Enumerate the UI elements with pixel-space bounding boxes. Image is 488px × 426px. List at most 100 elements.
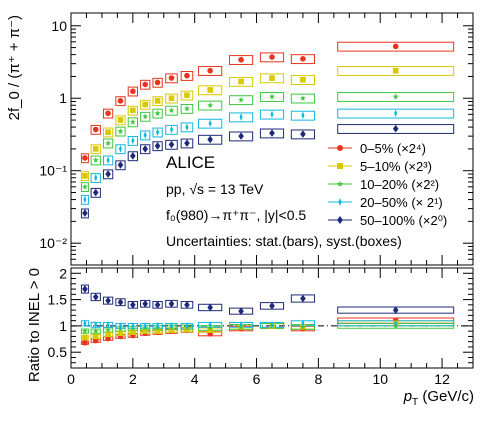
top-syst-box-s1-b5 (140, 99, 151, 110)
top-syst-box-s1-b9 (198, 85, 223, 96)
top-point-s4-b2 (105, 170, 111, 178)
top-point-s0-b3 (117, 98, 124, 104)
top-y-tick-label: 10⁻¹ (39, 163, 67, 179)
bottom-point-s4-b3 (117, 298, 124, 307)
top-point-s1-b9 (207, 87, 213, 93)
top-y-ticks: 10⁻² 10⁻¹ 1 10 (39, 18, 473, 266)
top-syst-box-s4-b10 (228, 131, 254, 142)
top-syst-box-s2-b9 (198, 100, 223, 111)
top-point-s3-b5 (143, 131, 147, 139)
top-point-s3-b6 (156, 128, 160, 136)
bottom-point-s3-b6 (156, 322, 160, 330)
bottom-point-s1-b2 (105, 331, 111, 338)
top-syst-box-s4-b0 (80, 208, 89, 219)
top-syst-box-s4-b9 (198, 134, 223, 145)
top-point-s4-b3 (117, 161, 124, 169)
top-x-ticks (70, 13, 474, 265)
bottom-y-tick-label: 1.5 (48, 292, 68, 308)
top-syst-box-s0-b10 (228, 55, 254, 65)
top-syst-box-s4-b8 (180, 138, 194, 149)
bottom-y-tick-label: 2 (59, 265, 67, 281)
top-point-s1-b10 (238, 78, 244, 85)
legend-marker-s4 (337, 216, 343, 224)
top-point-s2-b13 (392, 93, 399, 100)
top-point-s3-b3 (118, 145, 123, 153)
bottom-point-s1-b0 (82, 334, 88, 341)
top-point-s1-b2 (105, 129, 111, 135)
top-syst-box-s2-b8 (180, 103, 194, 114)
top-point-s4-b8 (184, 139, 190, 147)
top-point-s0-b13 (392, 43, 399, 50)
top-panel: 10⁻² 10⁻¹ 1 10 2f_0 / (π⁺ + π⁻) (6, 12, 474, 266)
top-syst-box-s0-b3 (115, 96, 126, 107)
top-point-s4-b9 (207, 135, 213, 144)
x-tick-label: 8 (314, 371, 322, 387)
top-y-axis-label: 2f_0 / (π⁺ + π⁻) (6, 15, 23, 120)
bottom-point-s1-b5 (142, 328, 149, 334)
top-point-s2-b10 (237, 96, 245, 103)
bottom-point-s4-b2 (105, 296, 111, 305)
bottom-point-s4-b10 (238, 307, 244, 315)
top-syst-box-s4-b13 (337, 124, 455, 134)
bottom-y-axis-label: Ratio to INEL > 0 (26, 268, 43, 382)
top-point-s3-b1 (94, 173, 98, 182)
top-point-s2-b11 (268, 93, 276, 100)
top-syst-box-s2-b3 (115, 126, 126, 137)
top-point-s4-b1 (92, 188, 99, 197)
top-point-s3-b8 (185, 123, 189, 131)
top-syst-box-s1-b13 (337, 66, 455, 76)
top-point-s4-b0 (82, 209, 88, 217)
bottom-point-s0-b1 (92, 337, 99, 344)
top-point-s0-b0 (82, 155, 88, 161)
top-syst-box-s2-b6 (152, 108, 163, 119)
bottom-point-s4-b0 (82, 285, 88, 293)
top-syst-box-s1-b4 (127, 105, 138, 116)
bottom-point-s3-b3 (118, 322, 123, 330)
top-syst-box-s4-b5 (140, 144, 151, 155)
top-point-s0-b8 (184, 72, 190, 79)
top-syst-box-s1-b7 (165, 93, 178, 104)
top-syst-box-s3-b8 (180, 122, 194, 133)
bottom-point-s4-b12 (300, 294, 306, 303)
top-syst-box-s1-b10 (228, 76, 254, 87)
top-syst-box-s2-b1 (90, 155, 101, 166)
top-syst-box-s0-b8 (180, 71, 194, 81)
system-label: pp, √s = 13 TeV (166, 181, 264, 197)
top-point-s1-b0 (82, 173, 88, 179)
bottom-panel: 0.5 1 1.5 2 0 2 4 6 8 10 12 Ratio to INEL > 0 pT … (26, 265, 474, 408)
top-point-s2-b0 (81, 183, 89, 190)
top-point-s1-b5 (142, 101, 149, 108)
bottom-point-s3-b4 (131, 322, 135, 330)
bottom-point-s1-b4 (130, 329, 136, 336)
top-syst-box-s0-b7 (165, 73, 178, 84)
top-point-s3-b9 (208, 119, 212, 128)
top-syst-box-s3-b13 (337, 108, 455, 119)
top-point-s0-b7 (168, 75, 175, 81)
x-tick-label: 0 (67, 371, 75, 387)
top-syst-box-s3-b4 (127, 136, 138, 146)
x-tick-label: 10 (372, 371, 388, 387)
legend-marker-s2 (336, 180, 344, 187)
legend-entry-s2: 10–20% (×2²) (360, 177, 439, 192)
top-syst-box-s3-b3 (115, 144, 126, 155)
top-syst-box-s4-b11 (259, 128, 285, 139)
top-point-s3-b12 (301, 111, 305, 120)
bottom-point-s3-b1 (94, 321, 98, 329)
top-syst-box-s4-b2 (102, 169, 114, 180)
top-y-tick-label: 10 (51, 18, 67, 34)
decay-label: f₀(980)→π⁺π⁻, |y|<0.5 (166, 207, 306, 223)
top-point-s4-b4 (130, 152, 136, 160)
top-syst-box-s1-b1 (90, 144, 101, 155)
top-syst-box-s0-b12 (290, 54, 316, 65)
top-point-s1-b3 (117, 117, 124, 123)
legend-marker-s1 (337, 163, 343, 169)
bottom-y-tick-label: 0.5 (48, 344, 68, 360)
top-point-s4-b7 (168, 140, 175, 149)
top-syst-box-s1-b0 (80, 171, 89, 182)
top-syst-box-s3-b12 (290, 110, 316, 121)
top-point-s4-b12 (300, 130, 306, 138)
bottom-point-s3-b9 (208, 321, 212, 329)
top-syst-box-s2-b4 (127, 117, 138, 128)
top-syst-box-s4-b3 (115, 160, 126, 171)
top-point-s1-b13 (392, 67, 399, 74)
